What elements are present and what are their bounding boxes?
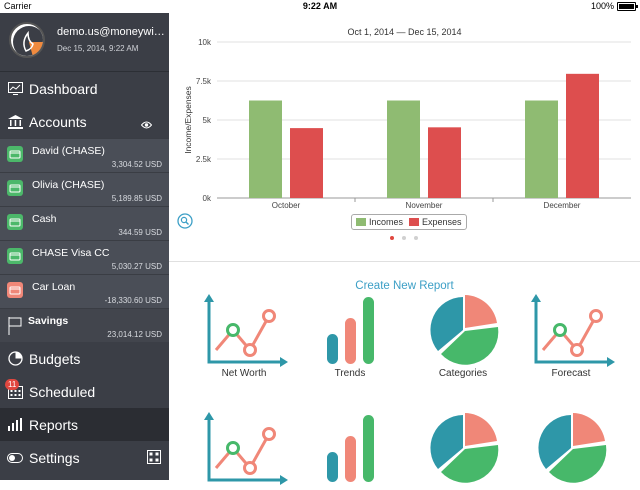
zoom-icon[interactable]: [177, 213, 193, 229]
page-dot: [402, 236, 406, 240]
account-balance: 5,189.85 USD: [111, 194, 162, 203]
report-type-label: Categories: [438, 368, 488, 379]
battery-percent: 100%: [590, 1, 614, 11]
savings-group[interactable]: Savings 23,014.12 USD: [0, 308, 169, 342]
y-tick-label: 10k: [198, 38, 212, 47]
x-tick-label: December: [544, 201, 581, 210]
nav-accounts[interactable]: Accounts: [0, 105, 169, 138]
nav-dashboard-label: Dashboard: [29, 80, 98, 97]
reports-bars-icon: [7, 417, 23, 433]
nav-scheduled-label: Scheduled: [29, 383, 96, 400]
page-indicator[interactable]: [390, 236, 418, 240]
eye-icon[interactable]: [140, 116, 153, 132]
scheduled-badge: 11: [5, 379, 20, 390]
legend-incomes: Incomes: [369, 217, 404, 227]
dashboard-icon: [7, 81, 23, 97]
bar-incomes-december[interactable]: [525, 100, 558, 199]
report-type-categories[interactable]: Categories: [413, 292, 513, 379]
y-tick-label: 2.5k: [196, 155, 212, 164]
account-balance: 5,030.27 USD: [111, 262, 162, 271]
carrier-label: Carrier: [4, 1, 32, 11]
page-dot: [414, 236, 418, 240]
account-name: Cash: [32, 213, 57, 225]
chart-legend: Incomes Expenses: [351, 214, 467, 230]
create-new-report-title: Create New Report: [355, 280, 454, 292]
report-type-item[interactable]: [194, 410, 294, 490]
y-tick-label: 0k: [203, 194, 212, 203]
savings-amount: 23,014.12 USD: [107, 330, 162, 339]
flag-icon: [8, 317, 22, 340]
profile-date: Dec 15, 2014, 9:22 AM: [57, 44, 139, 53]
report-type-trends[interactable]: Trends: [300, 292, 400, 379]
account-row[interactable]: CHASE Visa CC 5,030.27 USD: [0, 240, 169, 274]
income-expense-chart[interactable]: 0k 2.5k 5k 7.5k 10k Income/Expenses October Nov…: [169, 13, 640, 213]
profile-email: demo.us@moneywiz...: [57, 26, 165, 38]
report-type-item[interactable]: [521, 410, 621, 490]
bank-icon: [7, 114, 23, 130]
y-tick-label: 7.5k: [196, 77, 212, 86]
legend-expenses: Expenses: [422, 217, 462, 227]
section-divider: [169, 261, 640, 262]
nav-accounts-label: Accounts: [29, 113, 87, 130]
account-row[interactable]: Cash 344.59 USD: [0, 206, 169, 240]
profile-header[interactable]: demo.us@moneywiz... Dec 15, 2014, 9:22 A…: [0, 13, 169, 72]
toggle-icon: [7, 450, 23, 466]
wallet-icon: [7, 214, 23, 230]
account-balance: 3,304.52 USD: [111, 160, 162, 169]
budgets-pie-icon: [7, 351, 23, 367]
page-dot: [390, 236, 394, 240]
y-axis-label: Income/Expenses: [183, 86, 193, 154]
report-type-label: Forecast: [551, 368, 591, 379]
nav-reports[interactable]: Reports: [0, 408, 169, 441]
report-type-label: Trends: [334, 368, 366, 379]
nav-dashboard[interactable]: Dashboard: [0, 72, 169, 105]
nav-budgets[interactable]: Budgets: [0, 342, 169, 375]
battery-icon: [617, 1, 638, 11]
wallet-icon: [7, 180, 23, 196]
nav-scheduled[interactable]: 11 Scheduled: [0, 375, 169, 408]
account-row[interactable]: David (CHASE) 3,304.52 USD: [0, 138, 169, 172]
bar-expenses-december[interactable]: [566, 73, 599, 198]
y-tick-label: 5k: [203, 116, 212, 125]
wallet-icon: [7, 146, 23, 162]
nav-reports-label: Reports: [29, 416, 79, 433]
wallet-icon: [7, 282, 23, 298]
sidebar: demo.us@moneywiz... Dec 15, 2014, 9:22 A…: [0, 13, 169, 480]
report-type-label: Net Worth: [221, 368, 267, 379]
report-type-item[interactable]: [300, 410, 400, 490]
clock: 9:22 AM: [302, 1, 338, 11]
bar-incomes-november[interactable]: [387, 100, 420, 199]
bar-expenses-october[interactable]: [290, 128, 323, 198]
legend-swatch-incomes: [356, 218, 366, 226]
nav-budgets-label: Budgets: [29, 350, 81, 367]
wallet-icon: [7, 248, 23, 264]
nav-settings-label: Settings: [29, 449, 80, 466]
accounts-list: David (CHASE) 3,304.52 USD Olivia (CHASE) 5…: [0, 138, 169, 308]
bar-expenses-november[interactable]: [428, 127, 461, 198]
account-row[interactable]: Car Loan -18,330.60 USD: [0, 274, 169, 308]
report-type-net-worth[interactable]: Net Worth: [194, 292, 294, 379]
battery-indicator: 100%: [590, 1, 638, 11]
status-bar: Carrier 9:22 AM 100%: [0, 0, 640, 13]
avatar: [9, 22, 45, 58]
account-name: Olivia (CHASE): [32, 179, 105, 191]
savings-name: Savings: [28, 315, 69, 327]
account-balance: 344.59 USD: [118, 228, 162, 237]
bar-incomes-october[interactable]: [249, 100, 282, 199]
nav-settings[interactable]: Settings: [0, 441, 169, 474]
calculator-icon[interactable]: [147, 450, 161, 467]
x-tick-label: November: [406, 201, 443, 210]
report-type-item[interactable]: [413, 410, 513, 490]
account-name: David (CHASE): [32, 145, 105, 157]
legend-swatch-expenses: [409, 218, 420, 226]
account-name: CHASE Visa CC: [32, 247, 110, 259]
x-tick-label: October: [272, 201, 301, 210]
chart-title: Oct 1, 2014 — Dec 15, 2014: [347, 27, 462, 37]
report-type-forecast[interactable]: Forecast: [521, 292, 621, 379]
account-balance: -18,330.60 USD: [104, 296, 162, 305]
reports-main: Oct 1, 2014 — Dec 15, 2014 0k 2.5k 5k 7.5k 1…: [169, 13, 640, 485]
account-row[interactable]: Olivia (CHASE) 5,189.85 USD: [0, 172, 169, 206]
account-name: Car Loan: [32, 281, 76, 293]
